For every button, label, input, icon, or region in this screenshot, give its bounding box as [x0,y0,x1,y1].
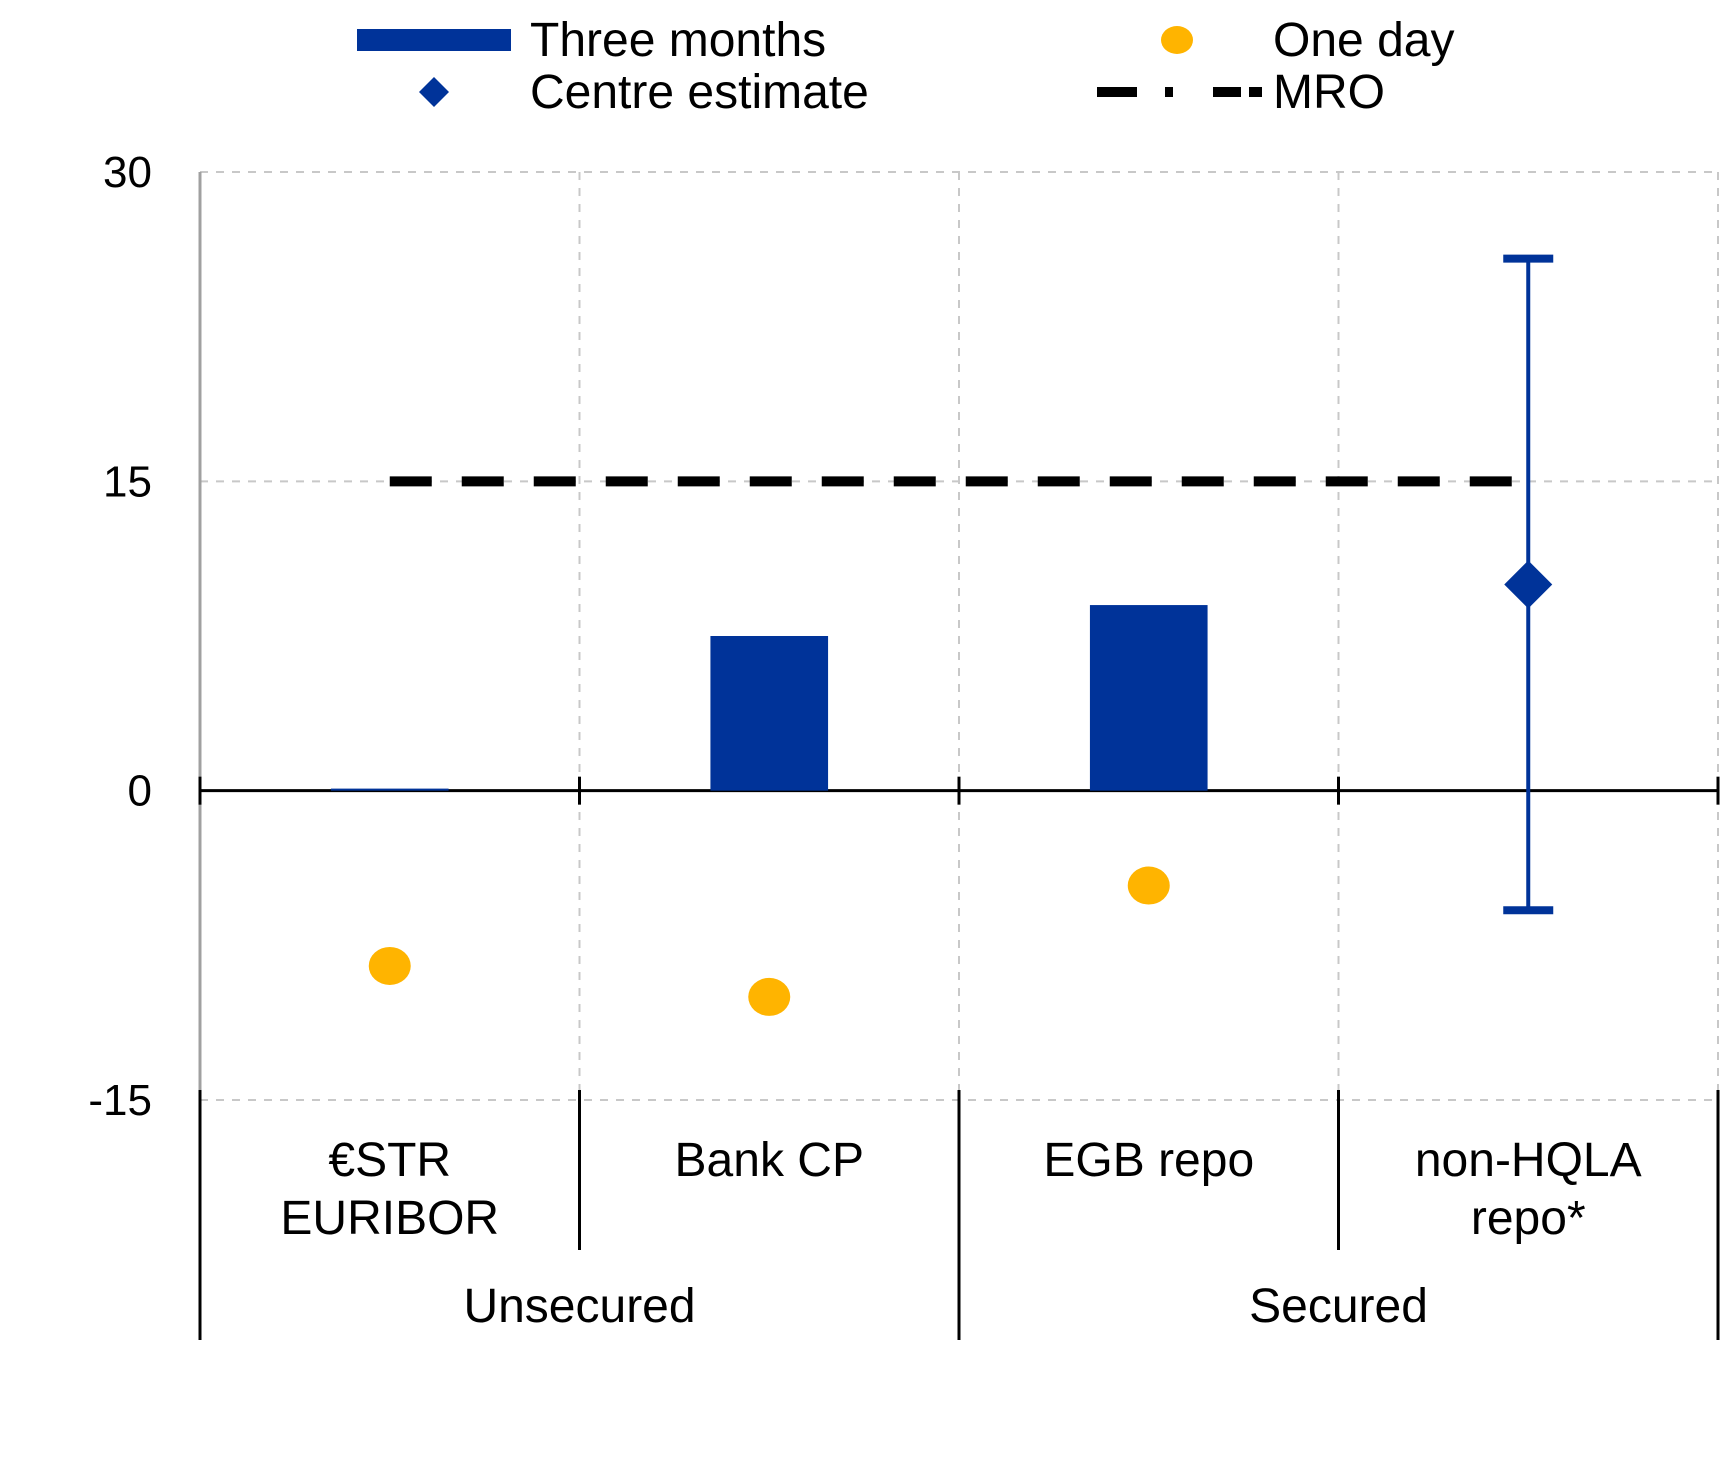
chart-marks [330,254,1554,1016]
y-tick-label: 0 [128,767,152,816]
point-one-day [748,977,791,1016]
point-one-day [368,946,411,985]
legend-item-mro: MRO [1097,66,1385,119]
category-label: €STR EURIBOR [280,1134,499,1245]
legend-label-one-day: One day [1273,14,1454,67]
legend-label-centre-estimate: Centre estimate [530,66,869,119]
legend-swatch-one-day [1161,26,1193,54]
bar-three-months [710,636,829,791]
legend-item-three-months: Three months [357,14,826,67]
category-label: Bank CP [675,1134,864,1187]
bar-three-months [330,788,449,791]
y-tick-label: 30 [103,148,152,197]
y-tick-label: -15 [88,1076,152,1125]
y-tick-label: 15 [103,457,152,506]
category-label: non-HQLA repo* [1415,1134,1642,1245]
group-label: Secured [1249,1280,1428,1333]
category-label: EGB repo [1043,1134,1254,1187]
axis-labels: 30 15 0 -15 €STR EURIBOR Bank CP EGB repo non-HQ… [88,148,1641,1333]
legend-swatch-centre-estimate [419,77,449,107]
legend: Three months One day Centre estimate MRO [357,14,1454,119]
bar-three-months [1089,605,1208,791]
point-one-day [1127,866,1170,905]
grid-lines [200,171,1719,1101]
legend-label-mro: MRO [1273,66,1385,119]
group-label: Unsecured [463,1280,695,1333]
legend-item-one-day: One day [1161,14,1454,67]
legend-item-centre-estimate: Centre estimate [419,66,869,119]
legend-swatch-three-months [357,29,511,51]
legend-label-three-months: Three months [530,14,826,67]
marker-centre-estimate [1504,560,1553,609]
axes [198,172,1720,1340]
